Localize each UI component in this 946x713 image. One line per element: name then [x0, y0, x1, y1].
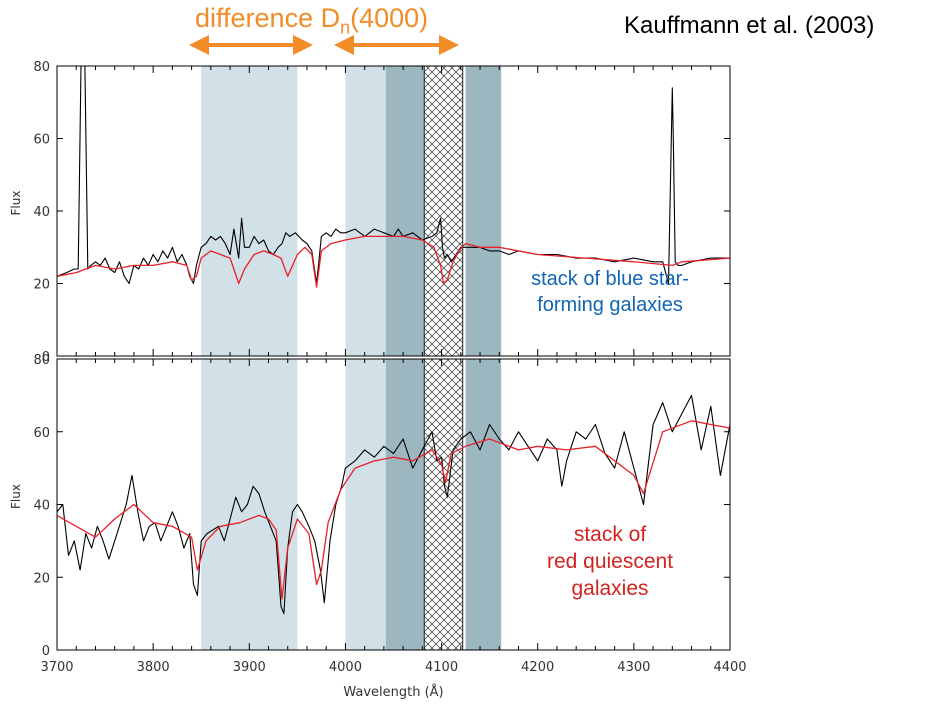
band-light — [201, 359, 298, 650]
red-label-line: stack of — [573, 523, 647, 546]
band-dark — [385, 66, 425, 356]
blue-label-line: forming galaxies — [537, 294, 683, 316]
x-tick-label: 4200 — [521, 660, 554, 675]
title-subscript: n — [340, 17, 351, 38]
y-tick-label: 20 — [33, 278, 50, 293]
y-tick-label: 60 — [33, 426, 50, 441]
attribution: Kauffmann et al. (2003) — [624, 12, 875, 39]
x-tick-label: 3800 — [137, 660, 170, 675]
blue-stack-label: stack of blue star- forming galaxies — [505, 266, 715, 318]
band-light — [201, 66, 298, 356]
x-tick-label: 3900 — [233, 660, 266, 675]
red-stack-label: stack of red quiescent galaxies — [510, 521, 710, 602]
series-data-line — [56, 65, 730, 285]
y-tick-label: 0 — [42, 350, 50, 365]
y-tick-label: 40 — [33, 499, 50, 514]
x-tick-label: 4300 — [617, 660, 650, 675]
bottom-panel: 0 20 40 60 80 3700 3800 3900 4000 4100 4200 4300 440… — [9, 353, 747, 700]
x-tick-label: 4400 — [713, 660, 746, 675]
band-hatched — [423, 358, 464, 651]
y-tick-label: 0 — [42, 644, 50, 659]
y-tick-label: 60 — [33, 133, 50, 148]
series-model-line — [56, 235, 731, 288]
band-dark — [465, 66, 502, 356]
series-data-line — [56, 394, 731, 615]
blue-label-line: stack of blue star- — [531, 268, 689, 290]
title-main: difference D — [195, 3, 341, 33]
x-tick-label: 4000 — [329, 660, 362, 675]
band-dark — [465, 359, 502, 650]
y-tick-label: 20 — [33, 571, 50, 586]
title-tail: (4000) — [350, 3, 429, 33]
x-tick-label: 3700 — [40, 660, 73, 675]
red-label-line: galaxies — [571, 577, 649, 600]
red-label-line: red quiescent — [546, 550, 674, 573]
band-hatched — [423, 65, 464, 357]
dn4000-title: difference Dn(4000) — [195, 3, 428, 38]
y-tick-label: 80 — [33, 353, 50, 368]
x-axis-label: Wavelength (Å) — [343, 684, 443, 700]
y-axis-label: Flux — [9, 191, 23, 216]
band-dark — [385, 359, 425, 650]
top-panel: 0 20 40 60 80 Flux — [9, 60, 731, 365]
y-axis-label: Flux — [9, 484, 23, 509]
series-model-line — [56, 420, 731, 600]
y-tick-label: 80 — [33, 60, 50, 75]
y-tick-label: 40 — [33, 205, 50, 220]
x-tick-label: 4100 — [425, 660, 458, 675]
